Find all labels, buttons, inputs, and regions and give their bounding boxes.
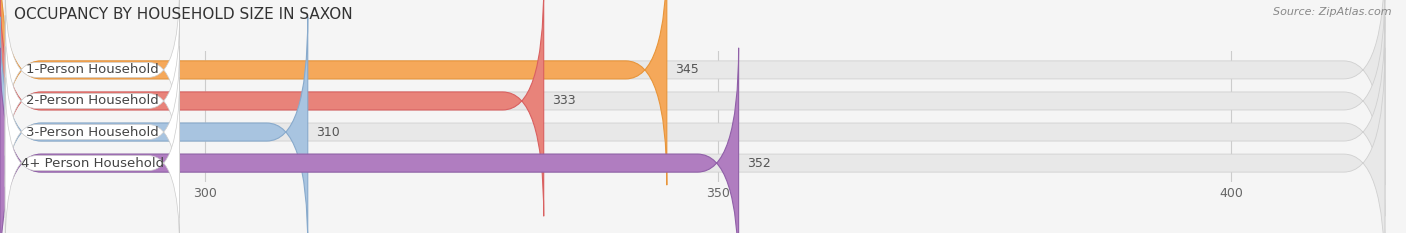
Text: 310: 310 [316,126,340,139]
Text: 3-Person Household: 3-Person Household [25,126,159,139]
FancyBboxPatch shape [6,0,180,156]
FancyBboxPatch shape [6,77,180,233]
Text: 2-Person Household: 2-Person Household [25,94,159,107]
FancyBboxPatch shape [0,0,666,185]
FancyBboxPatch shape [0,17,308,233]
Text: 4+ Person Household: 4+ Person Household [21,157,165,170]
FancyBboxPatch shape [0,48,738,233]
Text: 1-Person Household: 1-Person Household [25,63,159,76]
FancyBboxPatch shape [6,15,180,187]
FancyBboxPatch shape [0,48,1385,233]
FancyBboxPatch shape [6,46,180,218]
FancyBboxPatch shape [0,0,544,216]
Text: Source: ZipAtlas.com: Source: ZipAtlas.com [1274,7,1392,17]
Text: 333: 333 [553,94,575,107]
FancyBboxPatch shape [0,17,1385,233]
Text: 352: 352 [747,157,770,170]
Text: 345: 345 [675,63,699,76]
Text: OCCUPANCY BY HOUSEHOLD SIZE IN SAXON: OCCUPANCY BY HOUSEHOLD SIZE IN SAXON [14,7,353,22]
FancyBboxPatch shape [0,0,1385,216]
FancyBboxPatch shape [0,0,1385,185]
